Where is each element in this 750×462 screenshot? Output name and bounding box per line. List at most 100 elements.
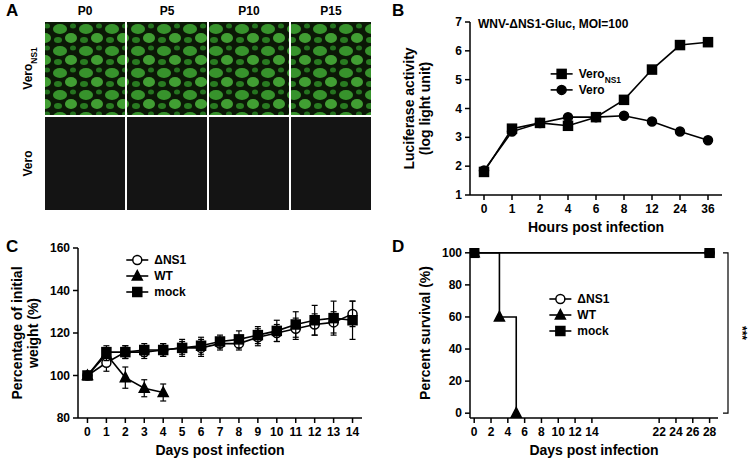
y-tick: [73, 417, 78, 419]
x-axis-label: Days post infection: [155, 442, 284, 458]
error-cap: [331, 335, 337, 336]
x-tick: [541, 418, 543, 423]
legend-label: ΔNS1: [154, 253, 186, 267]
legend: VeroNS1Vero: [551, 67, 622, 97]
y-axis-label: Percent survival (%): [417, 266, 433, 400]
marker: [648, 65, 657, 74]
x-tick-label: 9: [255, 425, 262, 439]
x-tick-label: 6: [198, 425, 205, 439]
legend: ΔNS1WTmock: [549, 292, 609, 338]
x-tick: [295, 418, 297, 423]
chart-title: WNV-ΔNS1-Gluc, MOI=100: [478, 17, 629, 31]
x-tick-label: 14: [585, 425, 599, 439]
marker: [83, 371, 92, 380]
error-cap: [179, 341, 185, 342]
text-part: mock: [154, 285, 186, 299]
error-cap: [122, 366, 128, 367]
y-tick-label: 60: [449, 310, 463, 324]
marker: [310, 316, 319, 325]
y-tick-label: 100: [50, 369, 70, 383]
y-tick-label: 20: [449, 374, 463, 388]
background: [0, 0, 750, 462]
y-tick: [465, 412, 470, 414]
column-label: P10: [238, 4, 260, 18]
x-tick: [658, 418, 660, 423]
marker: [329, 314, 338, 323]
x-tick-label: 12: [308, 425, 322, 439]
x-tick: [125, 418, 127, 423]
error-cap: [141, 396, 147, 397]
marker: [592, 113, 601, 122]
x-axis-label: Hours post infection: [528, 219, 664, 235]
y-tick-label: 40: [449, 342, 463, 356]
series-line: [87, 318, 352, 375]
error-cap: [236, 347, 242, 348]
x-tick: [567, 195, 569, 200]
marker: [620, 111, 629, 120]
y-tick-label: 100: [442, 246, 462, 260]
panel-letter: A: [6, 1, 18, 20]
x-tick: [651, 195, 653, 200]
y-tick-label: 2: [455, 159, 462, 173]
x-tick-label: 3: [141, 425, 148, 439]
marker: [470, 248, 479, 257]
plot-area: [82, 301, 357, 401]
x-tick: [314, 418, 316, 423]
x-tick: [709, 418, 711, 423]
column-label: P15: [320, 4, 342, 18]
x-tick-label: 1: [103, 425, 110, 439]
error-cap: [198, 337, 204, 338]
legend-label: mock: [154, 285, 186, 299]
significance-bracket: [723, 253, 728, 413]
x-tick: [511, 195, 513, 200]
error-cap: [274, 341, 280, 342]
error-cap: [293, 337, 299, 338]
panel-a: AP0P5P10P15VeroNS1Vero: [6, 1, 371, 210]
marker: [178, 343, 187, 352]
y-tick: [465, 79, 470, 81]
column-label: P5: [160, 4, 175, 18]
micrograph: [45, 117, 125, 210]
y-tick-label: 3: [455, 130, 462, 144]
y-tick: [465, 284, 470, 286]
marker: [676, 127, 685, 136]
marker: [564, 113, 573, 122]
error-cap: [160, 383, 166, 384]
marker: [159, 346, 168, 355]
y-tick: [465, 316, 470, 318]
marker: [704, 38, 713, 47]
x-tick-label: 36: [701, 202, 715, 216]
plot-area: [480, 38, 713, 177]
x-tick: [219, 418, 221, 423]
error-cap: [179, 356, 185, 357]
error-cap: [236, 349, 242, 350]
y-tick: [465, 50, 470, 52]
error-cap: [198, 356, 204, 357]
y-tick-label: 80: [57, 411, 71, 425]
annotation: ***: [735, 326, 749, 340]
y-tick-label: 5: [455, 73, 462, 87]
y-tick-label: 6: [455, 44, 462, 58]
x-tick: [473, 418, 475, 423]
x-tick-label: 24: [669, 425, 683, 439]
y-tick-label: 0: [455, 406, 462, 420]
marker: [511, 408, 521, 418]
error-cap: [141, 356, 147, 357]
text-part: WT: [577, 308, 596, 322]
legend-label: WT: [154, 269, 173, 283]
marker: [140, 346, 149, 355]
y-tick: [465, 348, 470, 350]
series-line: [484, 42, 708, 172]
y-tick: [465, 137, 470, 139]
error-cap: [217, 349, 223, 350]
y-axis-label: weight (%): [25, 298, 41, 369]
text-part: Vero: [579, 67, 605, 81]
error-cap: [293, 339, 299, 340]
x-tick: [257, 418, 259, 423]
x-tick-label: 7: [217, 425, 224, 439]
chart-panel: B1234567012468122436Hours post infection…: [392, 1, 722, 235]
error-cap: [122, 345, 128, 346]
marker: [158, 387, 168, 397]
marker: [705, 248, 714, 257]
x-tick: [106, 418, 108, 423]
